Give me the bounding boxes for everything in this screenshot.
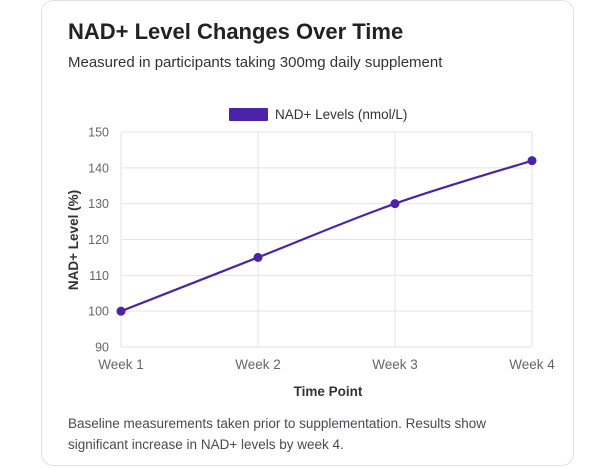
series-line bbox=[120, 159, 533, 313]
data-point[interactable] bbox=[253, 252, 263, 262]
y-tick-label: 120 bbox=[88, 233, 109, 247]
legend-swatch bbox=[229, 108, 268, 121]
chart-footnote: Baseline measurements taken prior to sup… bbox=[68, 416, 486, 452]
y-axis-ticks: 90 100 110 120 130 140 150 bbox=[88, 126, 109, 355]
legend-label: NAD+ Levels (nmol/L) bbox=[275, 107, 407, 122]
x-tick-label: Week 1 bbox=[98, 357, 144, 372]
y-tick-label: 130 bbox=[88, 197, 109, 211]
chart-subtitle: Measured in participants taking 300mg da… bbox=[68, 54, 443, 71]
data-point[interactable] bbox=[527, 156, 537, 166]
y-tick-label: 140 bbox=[88, 161, 109, 175]
y-tick-label: 90 bbox=[95, 341, 109, 355]
chart-title: NAD+ Level Changes Over Time bbox=[68, 19, 404, 44]
y-axis-label: NAD+ Level (%) bbox=[66, 190, 81, 290]
x-axis-label: Time Point bbox=[294, 384, 363, 399]
grid bbox=[120, 131, 533, 348]
data-point[interactable] bbox=[116, 306, 126, 316]
legend[interactable]: NAD+ Levels (nmol/L) bbox=[229, 107, 407, 122]
y-tick-label: 100 bbox=[88, 305, 109, 319]
x-tick-label: Week 3 bbox=[372, 357, 418, 372]
x-tick-label: Week 4 bbox=[509, 357, 555, 372]
data-points bbox=[116, 156, 537, 316]
y-tick-label: 110 bbox=[89, 269, 109, 283]
line-chart: NAD+ Levels (nmol/L) 90 100 110 120 130 140 15… bbox=[66, 107, 555, 399]
x-axis-ticks: Week 1 Week 2 Week 3 Week 4 bbox=[98, 357, 555, 372]
data-point[interactable] bbox=[390, 199, 400, 209]
y-tick-label: 150 bbox=[88, 126, 109, 140]
x-tick-label: Week 2 bbox=[235, 357, 281, 372]
chart-card: NAD+ Level Changes Over Time Measured in… bbox=[41, 0, 574, 466]
